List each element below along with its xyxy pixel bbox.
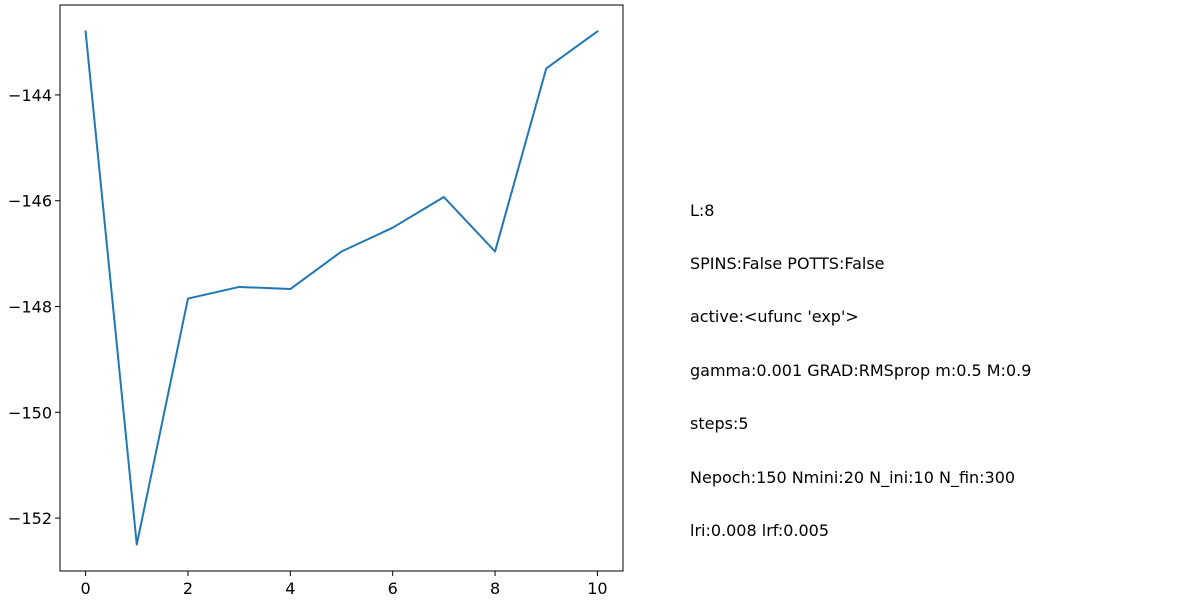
- parameter-annotation: L:8 SPINS:False POTTS:False active:<ufun…: [690, 166, 1031, 558]
- series-line: [84, 30, 599, 546]
- x-axis: 0 2 4 6 8 10: [80, 571, 608, 598]
- y-tick-label: −148: [8, 298, 52, 317]
- x-tick-label: 8: [490, 579, 500, 598]
- annotation-line: steps:5: [690, 414, 749, 434]
- axes-frame: [59, 4, 624, 572]
- x-tick-label: 6: [388, 579, 398, 598]
- y-tick-label: −150: [8, 403, 52, 422]
- y-axis: −152 −150 −148 −146 −144: [8, 86, 60, 528]
- x-tick-label: 0: [80, 579, 90, 598]
- annotation-line: lri:0.008 lrf:0.005: [690, 520, 830, 540]
- annotation-line: L:8: [690, 200, 715, 220]
- annotation-line: gamma:0.001 GRAD:RMSprop m:0.5 M:0.9: [690, 360, 1032, 380]
- x-tick-label: 2: [183, 579, 193, 598]
- annotation-line: SPINS:False POTTS:False: [690, 253, 885, 273]
- annotation-line: Nepoch:150 Nmini:20 N_ini:10 N_fin:300: [690, 467, 1016, 487]
- annotation-line: active:<ufunc 'exp'>: [690, 307, 859, 327]
- y-tick-label: −146: [8, 192, 52, 211]
- y-tick-label: −144: [8, 86, 52, 105]
- plot-area: [84, 30, 599, 546]
- x-tick-label: 4: [285, 579, 295, 598]
- y-tick-label: −152: [8, 509, 52, 528]
- x-tick-label: 10: [587, 579, 607, 598]
